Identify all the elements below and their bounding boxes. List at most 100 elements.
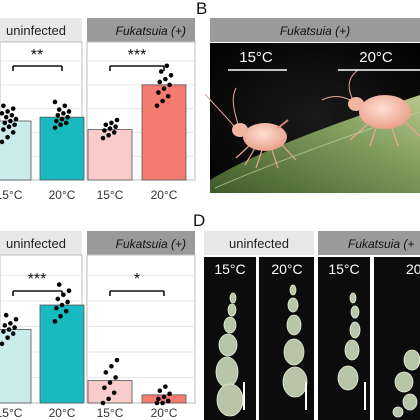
ovary-temp-1: 15°C [214,261,245,277]
point-a-4-6 [167,82,172,88]
point-a-1-12 [0,111,5,116]
point-c-3-7 [103,370,109,375]
point-c-2-4 [54,305,59,311]
point-a-3-7 [103,122,109,128]
aphid-right [321,69,420,147]
point-a-3-1 [100,135,106,141]
strip-uninfected-d [204,231,314,255]
strip-fukatsuia-b [210,18,420,42]
point-c-3-1 [100,400,106,406]
point-a-4-2 [160,98,165,104]
point-c-3-6 [113,375,118,380]
point-a-2-12 [52,99,58,105]
point-a-1-6 [12,122,17,128]
point-a-4-4 [156,90,161,95]
strip-label-uninfected-d: uninfected [229,236,289,251]
point-c-1-6 [12,325,17,330]
point-c-3-5 [107,380,113,385]
point-c-2-1 [52,319,58,324]
photo-temp-15-b: 15°C [239,49,273,66]
point-c-2-6 [65,299,70,305]
strip-label-fukatsuia-a: Fukatsuia (+) [116,24,186,38]
point-a-2-10 [56,107,62,112]
bar-a-3 [87,129,133,181]
point-c-2-5 [59,302,65,308]
point-a-1-14 [10,106,16,111]
ovary-photo-3 [318,257,370,420]
x-tick-c-3: 15°C [97,406,124,420]
strip-uninfected-a [0,18,82,42]
panel-d: D uninfected Fukatsuia (+ [193,211,420,420]
point-a-1-10 [3,114,9,120]
point-a-1-13 [5,109,10,114]
point-c-1-2 [5,335,10,340]
photo-temp-20-b: 20°C [359,49,393,66]
point-c-4-5 [161,394,167,400]
point-c-3-8 [109,363,114,369]
point-a-2-8 [61,111,66,116]
point-a-1-8 [8,118,13,124]
strip-label-uninfected-c: uninfected [6,236,66,251]
point-a-4-8 [163,76,168,82]
point-c-4-8 [163,384,168,389]
ovary-shapes [215,284,420,418]
x-tick-c-4: 20°C [151,406,178,420]
point-a-1-4 [1,127,6,132]
point-a-1-1 [0,139,5,145]
x-tick-c-2: 20°C [49,406,76,420]
bar-c-1 [0,329,32,404]
point-c-4-1 [154,400,160,406]
point-a-2-3 [63,120,69,126]
point-a-2-2 [58,122,63,128]
ovary-temp-3: 15°C [328,261,359,277]
strip-fukatsuia-a [87,18,195,42]
strip-uninfected-c [0,231,82,255]
ovary-temp-2: 20°C [271,261,302,277]
strip-fukatsuia-c [87,231,195,255]
point-a-2-1 [52,125,58,130]
point-c-4-2 [160,400,165,406]
point-c-2-10 [56,282,62,287]
sig-label-a-right: *** [128,47,147,64]
point-c-1-10 [3,312,9,318]
panel-b: B Fukatsuia (+) 15°C 20°C [196,0,420,193]
point-a-2-9 [66,109,72,114]
panel-letter-b: B [196,0,207,18]
point-c-4-4 [156,396,161,402]
point-c-2-7 [55,296,61,302]
point-a-3-5 [107,126,113,131]
point-a-1-9 [13,116,19,122]
point-a-2-5 [59,116,65,122]
point-a-1-15 [1,103,6,109]
point-c-2-9 [66,288,72,294]
point-a-4-7 [157,79,163,85]
panel-c: uninfected Fukatsuia (+) *** * 15°C 20°C… [0,231,196,420]
bar-c-2 [39,304,85,404]
point-c-1-5 [6,327,12,332]
point-c-2-2 [58,313,63,319]
point-c-1-1 [0,341,5,347]
point-c-1-9 [13,317,19,322]
point-a-3-4 [102,128,107,133]
strip-label-fukatsuia-b: Fukatsuia (+) [280,24,350,38]
x-tick-a-4: 20°C [151,188,178,202]
point-a-1-11 [9,112,15,118]
point-c-4-3 [165,398,171,404]
point-a-4-11 [164,63,170,69]
points-a [0,63,174,145]
point-a-4-5 [161,86,167,91]
point-c-3-2 [106,396,111,402]
point-c-3-3 [111,390,117,396]
point-a-2-4 [54,118,59,124]
point-a-1-7 [2,120,8,126]
panel-a: uninfected Fukatsuia (+) ** *** 15°C 20°… [0,18,196,202]
bar-a-4 [141,84,187,181]
point-a-3-8 [109,120,114,126]
point-a-3-3 [111,130,117,135]
x-tick-c-1: 15°C [0,406,23,420]
strip-fukatsuia-d [318,231,420,255]
sig-label-c-right: * [134,271,140,288]
point-c-1-3 [10,331,16,336]
point-a-4-9 [168,73,174,78]
